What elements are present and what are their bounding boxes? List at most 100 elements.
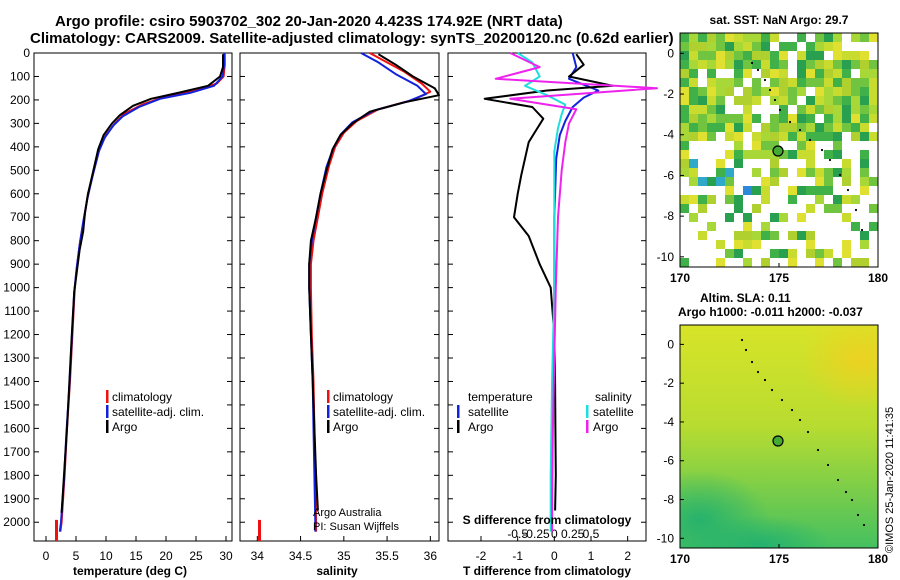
legend-title-temperature: temperature — [468, 390, 533, 404]
sla-low-blob-2 — [690, 515, 830, 548]
sst-cell — [806, 231, 815, 240]
sst-cell — [833, 123, 842, 132]
sst-cell — [707, 114, 716, 123]
sst-cell — [743, 240, 752, 249]
sst-cell — [851, 105, 860, 114]
sst-cell — [734, 60, 743, 69]
sst-cell — [815, 123, 824, 132]
sst-cell — [788, 114, 797, 123]
sst-cell — [824, 33, 833, 42]
figure-title-line2: Climatology: CARS2009. Satellite-adjuste… — [30, 30, 674, 47]
sst-cell — [797, 51, 806, 60]
sst-cell — [842, 114, 851, 123]
sst-cell — [725, 150, 734, 159]
lat-tick-label: -4 — [663, 415, 674, 429]
sst-cell — [815, 132, 824, 141]
coast-dot — [763, 378, 767, 382]
sst-cell — [833, 42, 842, 51]
sst-cell — [761, 231, 770, 240]
sst-cell — [707, 33, 716, 42]
sst-cell — [770, 177, 779, 186]
x-tick-label: 36 — [424, 549, 438, 563]
coast-dot — [750, 61, 754, 65]
coast-dot — [790, 408, 794, 412]
coast-dot — [744, 348, 748, 352]
sst-cell — [815, 195, 824, 204]
sst-cell — [824, 105, 833, 114]
climatology-bottom-marker — [55, 519, 58, 541]
sst-cell — [770, 159, 779, 168]
sst-cell — [833, 69, 842, 78]
coast-dot — [770, 388, 774, 392]
sst-cell — [725, 78, 734, 87]
sst-cell — [770, 168, 779, 177]
sst-cell — [734, 51, 743, 60]
salinity-plot-frame — [239, 52, 440, 542]
sst-cell — [824, 60, 833, 69]
sst-cell — [797, 141, 806, 150]
sst-cell — [761, 195, 770, 204]
sst-cell — [707, 60, 716, 69]
sst-cell — [716, 159, 725, 168]
sst-cell — [734, 132, 743, 141]
sst-cell — [860, 159, 869, 168]
sst-cell — [869, 78, 878, 87]
sst-cell — [689, 114, 698, 123]
sst-cell — [752, 132, 761, 141]
depth-tick-label: 1200 — [3, 328, 30, 342]
sst-cell — [725, 60, 734, 69]
sst-cell — [752, 42, 761, 51]
sst-cell — [815, 60, 824, 69]
sst-cell — [743, 42, 752, 51]
sst-cell — [734, 204, 743, 213]
x-tick-label: 0 — [43, 549, 50, 563]
sst-cell — [860, 132, 869, 141]
sst-cell — [689, 213, 698, 222]
sst-cell — [770, 231, 779, 240]
sst-cell — [770, 132, 779, 141]
sst-cell — [680, 159, 689, 168]
sst-cell — [680, 96, 689, 105]
sst-cell — [806, 186, 815, 195]
sst-cell — [833, 78, 842, 87]
t-difference-axis-label: T difference from climatology — [463, 564, 631, 578]
sst-cell — [860, 150, 869, 159]
sst-cell — [788, 123, 797, 132]
sst-cell — [743, 213, 752, 222]
sst-cell — [689, 168, 698, 177]
s-tick-label: 0 — [551, 527, 558, 541]
lat-tick-label: -6 — [663, 168, 674, 182]
sst-cell — [761, 123, 770, 132]
sst-cell — [851, 87, 860, 96]
depth-tick-label: 1600 — [3, 421, 30, 435]
coast-dot — [826, 463, 830, 467]
difference-depth-ticks — [448, 52, 646, 523]
sst-cell — [797, 60, 806, 69]
sst-cell — [680, 105, 689, 114]
sst-cell — [797, 114, 806, 123]
sst-cell — [806, 114, 815, 123]
x-tick-label: -1 — [512, 549, 523, 563]
sst-cell — [833, 87, 842, 96]
sst-cell — [689, 177, 698, 186]
sst-cell — [752, 96, 761, 105]
lat-tick-label: 0 — [667, 337, 674, 351]
sst-cell — [842, 249, 851, 258]
sst-cell — [707, 87, 716, 96]
sst-cell — [824, 42, 833, 51]
sst-cell — [680, 33, 689, 42]
sst-cell — [707, 195, 716, 204]
sst-cell — [752, 204, 761, 213]
lat-tick-label: -8 — [663, 209, 674, 223]
sst-cell — [815, 87, 824, 96]
sst-cell — [707, 78, 716, 87]
sst-cell — [716, 240, 725, 249]
coast-dot — [768, 88, 772, 92]
sst-cell — [806, 150, 815, 159]
depth-tick-label: 1400 — [3, 374, 30, 388]
sst-cell — [779, 78, 788, 87]
temperature-panel: 0100200300400500600700800900100011001200… — [3, 46, 233, 578]
sst-cell — [806, 69, 815, 78]
sst-cell — [743, 51, 752, 60]
coast-dot — [756, 68, 760, 72]
